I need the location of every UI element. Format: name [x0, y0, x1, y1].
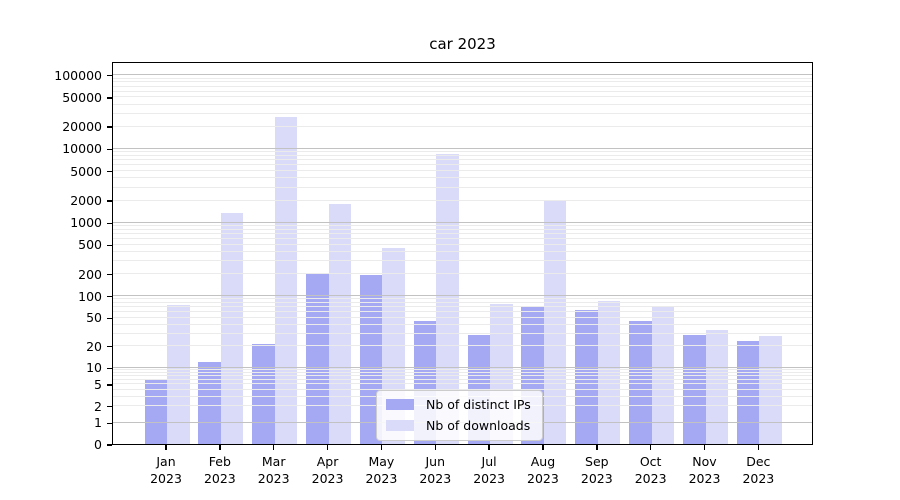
- y-tick-label: 100000: [54, 67, 102, 83]
- x-tick-label: Feb 2023: [203, 454, 236, 486]
- x-axis: Jan 2023 Feb 2023 Mar 2023 Apr 2023 May 2023…: [112, 445, 813, 500]
- y-tick-mark: [107, 422, 112, 425]
- y-tick-mark: [107, 345, 112, 348]
- bars-layer: [113, 63, 812, 444]
- x-tick-label: Jun 2023: [419, 454, 452, 486]
- y-tick-label: 200: [78, 266, 102, 282]
- y-tick-mark: [107, 170, 112, 173]
- bar-apr-distinct-ips: [306, 274, 329, 444]
- plot-area: Nb of distinct IPs Nb of downloads: [112, 62, 813, 445]
- x-tick-label: Jan 2023: [150, 454, 182, 486]
- bar-dec-downloads: [759, 336, 782, 444]
- x-tick-label: May 2023: [365, 454, 398, 486]
- x-tick-label: Mar 2023: [257, 454, 290, 486]
- x-tick-mark: [380, 445, 383, 450]
- y-tick-label: 2000: [70, 193, 102, 209]
- x-tick-mark: [542, 445, 544, 450]
- y-tick-label: 100: [78, 288, 102, 304]
- x-tick-mark: [757, 445, 760, 450]
- x-tick-label: Jul 2023: [473, 454, 505, 486]
- x-tick-label: Nov 2023: [688, 454, 721, 486]
- x-tick-mark: [703, 445, 706, 450]
- legend-label-downloads: Nb of downloads: [426, 418, 531, 433]
- legend-entry-distinct-ips: Nb of distinct IPs: [386, 397, 531, 412]
- bar-nov-distinct-ips: [683, 335, 706, 444]
- bar-jan-distinct-ips: [144, 379, 167, 444]
- x-tick-mark: [219, 445, 221, 450]
- x-tick-label: Aug 2023: [527, 454, 559, 486]
- x-tick-mark: [326, 445, 329, 450]
- x-tick-label: Dec 2023: [742, 454, 775, 486]
- x-tick-mark: [649, 445, 652, 450]
- y-tick-label: 10: [86, 360, 102, 376]
- y-tick-label: 2: [94, 398, 102, 414]
- x-tick-mark: [434, 445, 436, 450]
- y-tick-mark: [107, 74, 112, 77]
- y-tick-mark: [107, 97, 112, 99]
- y-tick-mark: [107, 148, 112, 151]
- bar-apr-downloads: [328, 204, 352, 444]
- y-tick-mark: [107, 273, 112, 276]
- y-tick-mark: [107, 444, 112, 446]
- x-tick-label: Oct 2023: [634, 454, 667, 486]
- x-tick-mark: [596, 445, 598, 450]
- x-tick-mark: [272, 445, 275, 450]
- y-axis: 0 1 2 5 10 20 50 100 200 500 1000 2000 5000 10000 2000…: [0, 62, 112, 452]
- bar-mar-distinct-ips: [252, 344, 275, 444]
- chart-title: car 2023: [429, 35, 496, 53]
- y-tick-mark: [107, 405, 112, 408]
- bar-oct-distinct-ips: [629, 320, 652, 444]
- y-tick-mark: [107, 317, 112, 319]
- x-tick-label: Apr 2023: [311, 454, 344, 486]
- y-tick-label: 1: [94, 415, 102, 431]
- bar-feb-downloads: [220, 212, 244, 444]
- y-tick-mark: [107, 126, 112, 128]
- y-tick-label: 50000: [62, 89, 102, 105]
- x-tick-mark: [165, 445, 167, 450]
- x-tick-mark: [488, 445, 490, 450]
- y-tick-label: 50: [86, 310, 102, 326]
- y-tick-mark: [107, 244, 112, 247]
- bar-nov-downloads: [705, 330, 728, 444]
- y-tick-label: 20: [86, 338, 102, 354]
- legend-entry-downloads: Nb of downloads: [386, 418, 531, 433]
- y-tick-label: 10000: [62, 141, 102, 157]
- y-tick-label: 5000: [70, 163, 102, 179]
- bar-mar-downloads: [274, 116, 298, 444]
- y-tick-mark: [107, 222, 112, 225]
- bar-dec-distinct-ips: [736, 341, 760, 444]
- legend-swatch-distinct-ips: [386, 399, 414, 410]
- legend-label-distinct-ips: Nb of distinct IPs: [426, 397, 531, 412]
- bar-aug-downloads: [543, 200, 567, 444]
- y-tick-label: 20000: [62, 119, 102, 135]
- y-tick-label: 500: [78, 237, 102, 253]
- y-tick-mark: [107, 295, 112, 298]
- legend-swatch-downloads: [386, 420, 414, 431]
- bar-jan-downloads: [167, 305, 190, 444]
- y-tick-label: 1000: [70, 215, 102, 231]
- y-tick-mark: [107, 384, 112, 386]
- bar-feb-distinct-ips: [198, 361, 221, 444]
- bar-sep-distinct-ips: [575, 310, 598, 444]
- y-tick-label: 5: [94, 376, 102, 392]
- y-tick-label: 0: [94, 437, 102, 452]
- x-tick-label: Sep 2023: [580, 454, 613, 486]
- y-tick-mark: [107, 367, 112, 370]
- bar-sep-downloads: [597, 301, 621, 444]
- bar-oct-downloads: [651, 307, 675, 444]
- y-tick-mark: [107, 200, 112, 202]
- legend: Nb of distinct IPs Nb of downloads: [376, 390, 543, 441]
